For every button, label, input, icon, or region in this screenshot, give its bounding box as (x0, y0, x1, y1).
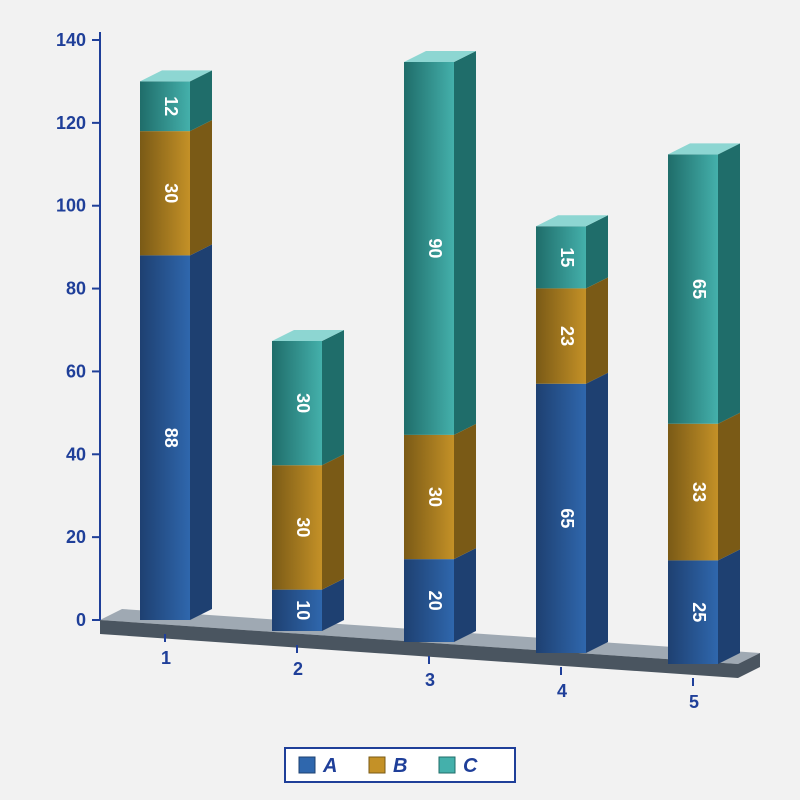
y-tick-label: 140 (56, 30, 86, 50)
bar-value-label: 30 (293, 393, 313, 413)
stacked-bar-3d-chart: 1234502040608010012014088301210303020309… (0, 0, 800, 800)
category-label: 4 (557, 681, 567, 701)
y-tick-label: 20 (66, 527, 86, 547)
category-label: 5 (689, 692, 699, 712)
bar-segment-side (190, 120, 212, 255)
y-tick-label: 120 (56, 113, 86, 133)
bar-segment-side (190, 244, 212, 620)
bar-value-label: 30 (425, 487, 445, 507)
chart-stage: 1234502040608010012014088301210303020309… (0, 0, 800, 800)
bar-segment-side (322, 454, 344, 589)
category-label: 3 (425, 670, 435, 690)
bar-value-label: 65 (689, 279, 709, 299)
bar-value-label: 15 (557, 247, 577, 267)
bar-segment-side (718, 143, 740, 423)
bar-value-label: 23 (557, 326, 577, 346)
bar-segment-side (454, 548, 476, 642)
bar-value-label: 33 (689, 482, 709, 502)
bar-segment-side (454, 51, 476, 435)
category-label: 1 (161, 648, 171, 668)
bar-value-label: 30 (161, 183, 181, 203)
bar-segment-side (454, 424, 476, 559)
bar-value-label: 65 (557, 508, 577, 528)
y-tick-label: 100 (56, 196, 86, 216)
bar-value-label: 10 (293, 600, 313, 620)
bar-segment-side (586, 215, 608, 288)
y-tick-label: 40 (66, 444, 86, 464)
bar-segment-side (322, 330, 344, 465)
bar-value-label: 20 (425, 591, 445, 611)
y-tick-label: 80 (66, 279, 86, 299)
bar-segment-side (586, 373, 608, 653)
legend-swatch (369, 757, 385, 773)
bar-value-label: 88 (161, 428, 181, 448)
y-tick-label: 0 (76, 610, 86, 630)
legend-label: B (393, 755, 407, 777)
bar-value-label: 25 (689, 602, 709, 622)
category-label: 2 (293, 659, 303, 679)
bar-segment-side (718, 413, 740, 561)
legend-label: C (463, 755, 478, 777)
bar-segment-side (586, 277, 608, 383)
bar-value-label: 90 (425, 238, 445, 258)
bar-segment-side (718, 549, 740, 664)
y-tick-label: 60 (66, 361, 86, 381)
legend-swatch (299, 757, 315, 773)
bar-value-label: 30 (293, 517, 313, 537)
legend-swatch (439, 757, 455, 773)
bar-value-label: 12 (161, 96, 181, 116)
legend-label: A (322, 755, 337, 777)
